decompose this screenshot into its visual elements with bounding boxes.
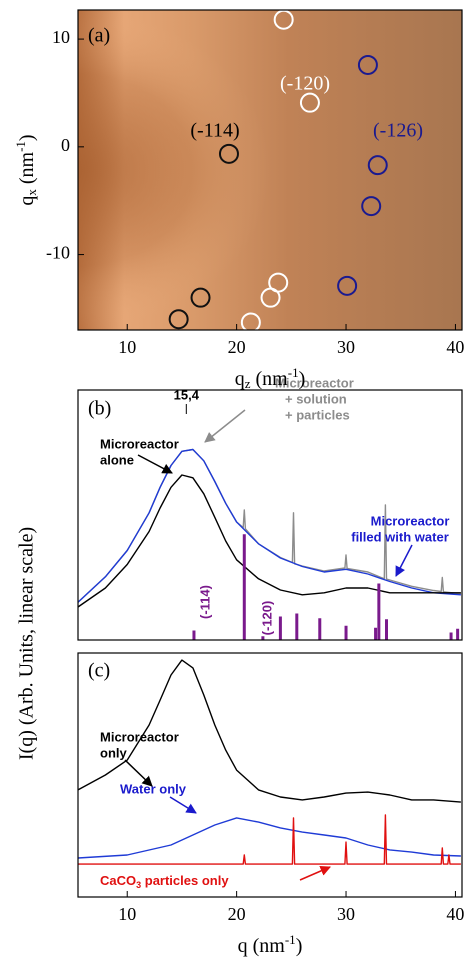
arrow [124,759,153,787]
x-tick-label: 30 [337,904,355,924]
arrow [204,409,246,443]
axis-label-part: (nm [248,935,286,957]
curve [77,448,461,603]
axis-label-part: -1 [285,932,296,947]
x-tick-label: 40 [446,904,464,924]
marker [273,9,294,30]
axis-label: I(q) (Arb. Units, linear scale) [16,527,38,760]
marker [361,196,382,217]
x-tick-label: 30 [337,337,355,357]
x-tick-label: 10 [118,337,136,357]
annotation: (-114) [190,120,239,142]
x-tick-label: 20 [228,904,246,924]
annotation: + solution [285,391,347,406]
arrow [299,865,331,881]
axis-label: qx (nm-1) [13,134,39,205]
data-layer [77,9,461,865]
annotation: (-114) [197,585,212,619]
panel-label: (b) [88,398,111,420]
axis-label: q (nm-1) [238,932,303,957]
annotation: Microreactor [100,436,179,451]
axis-label-part: -1 [288,365,299,380]
axis-label-part: ) [16,134,38,141]
annotation: alone [100,452,134,467]
annotation-part: particles only [141,873,229,888]
axis-label-part: (nm [16,151,38,189]
background [78,10,462,330]
marker [260,287,281,308]
arrow [395,544,413,577]
axis-label-part: z [245,376,251,391]
y-tick-label: 0 [61,135,70,155]
curve [77,659,461,803]
marker [190,287,211,308]
curve [77,817,461,859]
frame-b [77,389,463,641]
axis-label-part: q [235,368,245,390]
arrow [169,796,197,814]
y-tick-label: -10 [46,243,70,263]
axis-label-part: q [16,196,38,206]
annotation-sub: 3 [136,880,141,890]
frame-a [77,9,463,331]
frame-c [77,652,463,898]
x-tick-label: 10 [118,904,136,924]
axis-label-part: (nm [251,368,289,390]
x-tick-label: 40 [446,337,464,357]
annotation-part: CaCO [100,873,136,888]
curve [78,814,461,865]
marker [337,275,358,296]
annotation: Water only [120,781,187,796]
axis-label-part: q [238,935,248,957]
axis-label-part: x [24,189,39,196]
marker [367,155,388,176]
marker [299,92,320,113]
annotation: only [100,745,127,760]
y-tick-label: 10 [52,27,70,47]
axis-label-part: -1 [13,141,28,152]
axis-label-part: ) [296,935,303,957]
annotation: (-120) [280,73,330,95]
annotation: (-126) [373,120,423,142]
panel-label: (c) [88,660,110,682]
annotation: Microreactor [371,513,450,528]
arrow [137,454,173,474]
annotation: (-120) [259,601,274,636]
annotation: filled with water [351,529,449,544]
marker [357,54,378,75]
marker [240,312,261,333]
annotation: Microreactor [275,375,354,390]
marker [218,143,239,164]
x-tick-label: 20 [228,337,246,357]
marker [168,309,189,330]
detector-glow [78,10,462,330]
annotation: + particles [285,407,350,422]
annotation: Microreactor [100,729,179,744]
annotation: CaCO3 particles only [100,873,229,890]
peak-label: 15,4 [174,387,200,402]
panel-label: (a) [88,25,110,47]
axis-label-part: ) [299,368,306,390]
axis-label: qz (nm-1) [235,365,306,391]
